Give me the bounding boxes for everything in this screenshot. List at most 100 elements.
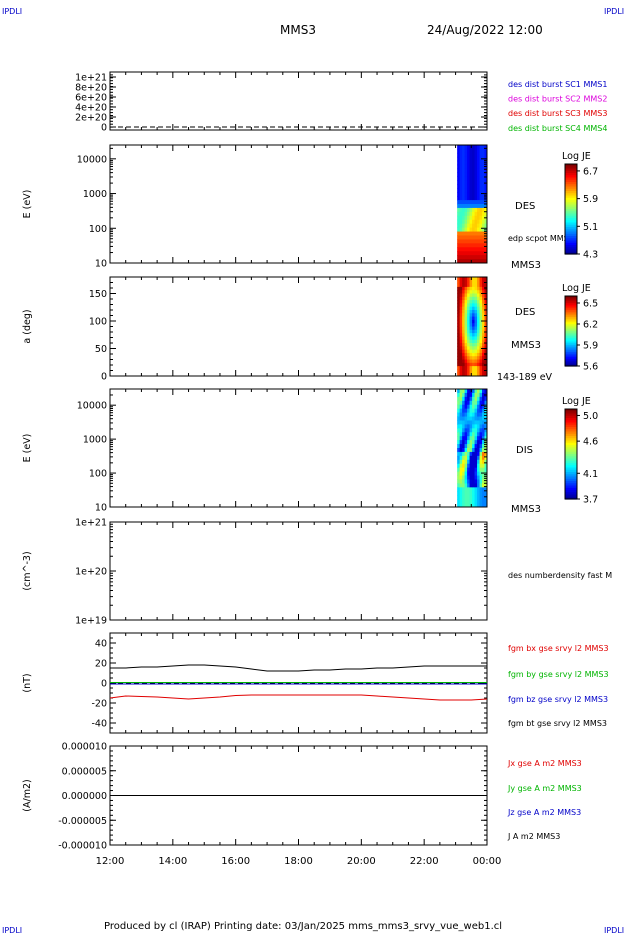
spectrogram-cell-des_pitch bbox=[472, 339, 476, 344]
spectrogram-cell-des_energy bbox=[477, 164, 481, 170]
spectrogram-cell-des_pitch bbox=[457, 319, 461, 324]
spectrogram-cell-des_pitch bbox=[462, 306, 466, 311]
x-tick-label: 00:00 bbox=[473, 856, 502, 867]
spectrogram-cell-dis_energy bbox=[482, 459, 486, 465]
spectrogram-cell-des_pitch bbox=[464, 372, 468, 377]
legend-current: Jz gse A m2 MMS3 bbox=[507, 808, 581, 817]
spectrogram-cell-dis_energy bbox=[477, 400, 481, 406]
spectrogram-cell-dis_energy bbox=[469, 463, 473, 469]
spectrogram-cell-des_energy bbox=[477, 160, 481, 166]
spectrogram-cell-des_pitch bbox=[479, 300, 483, 304]
spectrogram-cell-des_pitch bbox=[467, 372, 471, 377]
spectrogram-cell-dis_energy bbox=[464, 396, 468, 402]
spectrogram-cell-des_energy bbox=[484, 207, 488, 213]
y-tick-label-dis_energy: 10 bbox=[95, 503, 107, 514]
spectrogram-cell-dis_energy bbox=[469, 495, 473, 500]
spectrogram-cell-des_energy bbox=[472, 223, 476, 229]
spectrogram-cell-des_energy bbox=[467, 239, 471, 244]
spectrogram-cell-dis_energy bbox=[457, 408, 461, 414]
spectrogram-cell-des_energy bbox=[484, 188, 488, 193]
colorbar-tick-label-dis_energy: 4.1 bbox=[583, 469, 598, 480]
spectrogram-cell-dis_energy bbox=[457, 451, 461, 457]
spectrogram-cell-des_energy bbox=[457, 239, 461, 244]
spectrogram-cell-des_energy bbox=[474, 215, 478, 221]
spectrogram-cell-dis_energy bbox=[477, 412, 481, 418]
spectrogram-cell-des_energy bbox=[462, 184, 466, 189]
spectrogram-cell-des_pitch bbox=[482, 326, 486, 331]
spectrogram-cell-dis_energy bbox=[474, 436, 478, 441]
spectrogram-cell-dis_energy bbox=[457, 471, 461, 477]
spectrogram-cell-des_pitch bbox=[464, 329, 468, 334]
spectrogram-cell-dis_energy bbox=[459, 432, 463, 437]
spectrogram-cell-des_pitch bbox=[472, 359, 476, 364]
spectrogram-cell-dis_energy bbox=[482, 467, 486, 473]
spectrogram-cell-des_energy bbox=[467, 251, 471, 256]
spectrogram-cell-des_energy bbox=[479, 160, 483, 166]
colorbar-cell-des_energy bbox=[565, 193, 577, 197]
spectrogram-cell-des_pitch bbox=[474, 290, 478, 294]
spectrogram-cell-des_pitch bbox=[457, 349, 461, 354]
spectrogram-cell-dis_energy bbox=[459, 440, 463, 445]
spectrogram-cell-des_pitch bbox=[462, 372, 466, 377]
spectrogram-cell-des_energy bbox=[479, 207, 483, 213]
colorbar-cell-dis_energy bbox=[565, 463, 577, 466]
spectrogram-cell-des_energy bbox=[477, 172, 481, 177]
spectrogram-cell-des_pitch bbox=[459, 349, 463, 354]
spectrogram-cell-dis_energy bbox=[457, 440, 461, 445]
spectrogram-cell-des_energy bbox=[462, 176, 466, 181]
spectrogram-cell-des_energy bbox=[472, 160, 476, 166]
spectrogram-cell-des_energy bbox=[474, 176, 478, 181]
spectrogram-cell-des_energy bbox=[479, 148, 483, 154]
spectrogram-cell-des_pitch bbox=[477, 336, 481, 341]
spectrogram-cell-des_pitch bbox=[457, 310, 461, 314]
colorbar-cell-des_energy bbox=[565, 242, 577, 246]
spectrogram-cell-dis_energy bbox=[467, 499, 471, 504]
spectrogram-cell-des_pitch bbox=[467, 306, 471, 311]
spectrogram-cell-des_pitch bbox=[477, 366, 481, 370]
spectrogram-cell-des_pitch bbox=[462, 366, 466, 370]
spectrogram-cell-des_pitch bbox=[467, 310, 471, 314]
spectrogram-cell-des_energy bbox=[482, 176, 486, 181]
spectrogram-cell-des_energy bbox=[464, 176, 468, 181]
spectrogram-cell-dis_energy bbox=[484, 396, 488, 402]
y-tick-label-des_pitch: 100 bbox=[89, 317, 107, 328]
spectrogram-cell-des_energy bbox=[459, 204, 463, 209]
colorbar-cell-des_energy bbox=[565, 206, 577, 210]
spectrogram-cell-des_energy bbox=[477, 148, 481, 154]
spectrogram-cell-des_pitch bbox=[469, 329, 473, 334]
spectrogram-cell-des_pitch bbox=[462, 369, 466, 374]
spectrogram-cell-des_energy bbox=[467, 188, 471, 193]
spectrogram-cell-des_pitch bbox=[464, 316, 468, 321]
spectrogram-cell-des_pitch bbox=[484, 339, 488, 344]
spectrogram-cell-des_pitch bbox=[474, 329, 478, 334]
spectrogram-cell-dis_energy bbox=[462, 420, 466, 425]
spectrogram-cell-dis_energy bbox=[469, 448, 473, 453]
spectrogram-cell-dis_energy bbox=[457, 392, 461, 398]
spectrogram-cell-dis_energy bbox=[467, 444, 471, 449]
colorbar-cell-dis_energy bbox=[565, 429, 577, 433]
colorbar-cell-des_pitch bbox=[565, 332, 577, 336]
spectrogram-cell-des_pitch bbox=[464, 283, 468, 288]
spectrogram-cell-des_energy bbox=[477, 255, 481, 260]
colorbar-cell-des_pitch bbox=[565, 338, 577, 341]
spectrogram-cell-dis_energy bbox=[467, 416, 471, 421]
spectrogram-cell-des_energy bbox=[464, 164, 468, 170]
spectrogram-cell-des_pitch bbox=[467, 356, 471, 360]
spectrogram-cell-des_energy bbox=[469, 180, 473, 185]
spectrogram-cell-des_energy bbox=[482, 200, 486, 205]
spectrogram-cell-des_pitch bbox=[464, 343, 468, 347]
spectrogram-cell-dis_energy bbox=[479, 459, 483, 465]
spectrogram-cell-des_pitch bbox=[474, 339, 478, 344]
spectrogram-cell-des_pitch bbox=[484, 359, 488, 364]
colorbar-cell-des_energy bbox=[565, 229, 577, 233]
spectrogram-cell-des_energy bbox=[474, 239, 478, 244]
spectrogram-cell-dis_energy bbox=[484, 412, 488, 418]
spectrogram-cell-des_pitch bbox=[479, 339, 483, 344]
spectrogram-cell-des_pitch bbox=[472, 343, 476, 347]
spectrogram-cell-des_pitch bbox=[462, 346, 466, 351]
spectrogram-cell-dis_energy bbox=[474, 428, 478, 433]
colorbar-cell-dis_energy bbox=[565, 418, 577, 421]
spectrogram-cell-des_energy bbox=[467, 156, 471, 162]
spectrogram-cell-des_energy bbox=[459, 231, 463, 236]
colorbar-cell-des_pitch bbox=[565, 362, 577, 365]
